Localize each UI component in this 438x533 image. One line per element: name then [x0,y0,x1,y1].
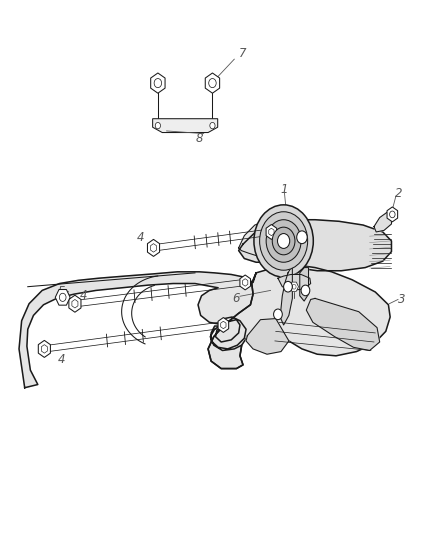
Circle shape [254,205,313,277]
Polygon shape [290,282,298,292]
Text: 8: 8 [196,132,203,146]
Polygon shape [278,274,311,290]
Polygon shape [152,119,218,133]
Text: 7: 7 [239,47,247,60]
Polygon shape [55,289,70,305]
Circle shape [284,281,292,292]
Text: 4: 4 [58,353,66,366]
Circle shape [266,220,301,262]
Circle shape [274,309,283,320]
Polygon shape [300,268,308,301]
Polygon shape [266,224,277,239]
Text: 1: 1 [281,183,288,196]
Circle shape [278,233,290,248]
Text: 5: 5 [58,285,66,298]
Polygon shape [246,319,289,354]
Polygon shape [239,219,300,257]
Text: 2: 2 [395,187,403,200]
Circle shape [155,123,160,129]
Polygon shape [387,207,398,222]
Circle shape [272,227,295,255]
Circle shape [260,212,307,270]
Text: 4: 4 [137,231,144,244]
Circle shape [297,231,307,244]
Polygon shape [374,212,392,232]
Text: 4: 4 [80,289,88,302]
Polygon shape [205,73,219,93]
Polygon shape [69,295,81,312]
Polygon shape [280,265,292,325]
Circle shape [210,123,215,129]
Polygon shape [218,318,229,333]
Polygon shape [306,298,380,351]
Polygon shape [208,265,390,368]
Text: 6: 6 [233,292,240,305]
Circle shape [301,285,310,296]
Polygon shape [239,217,392,271]
Polygon shape [19,272,256,387]
Polygon shape [38,341,50,358]
Text: 3: 3 [398,293,405,306]
Polygon shape [240,275,251,290]
Polygon shape [148,239,159,256]
Polygon shape [151,73,165,93]
